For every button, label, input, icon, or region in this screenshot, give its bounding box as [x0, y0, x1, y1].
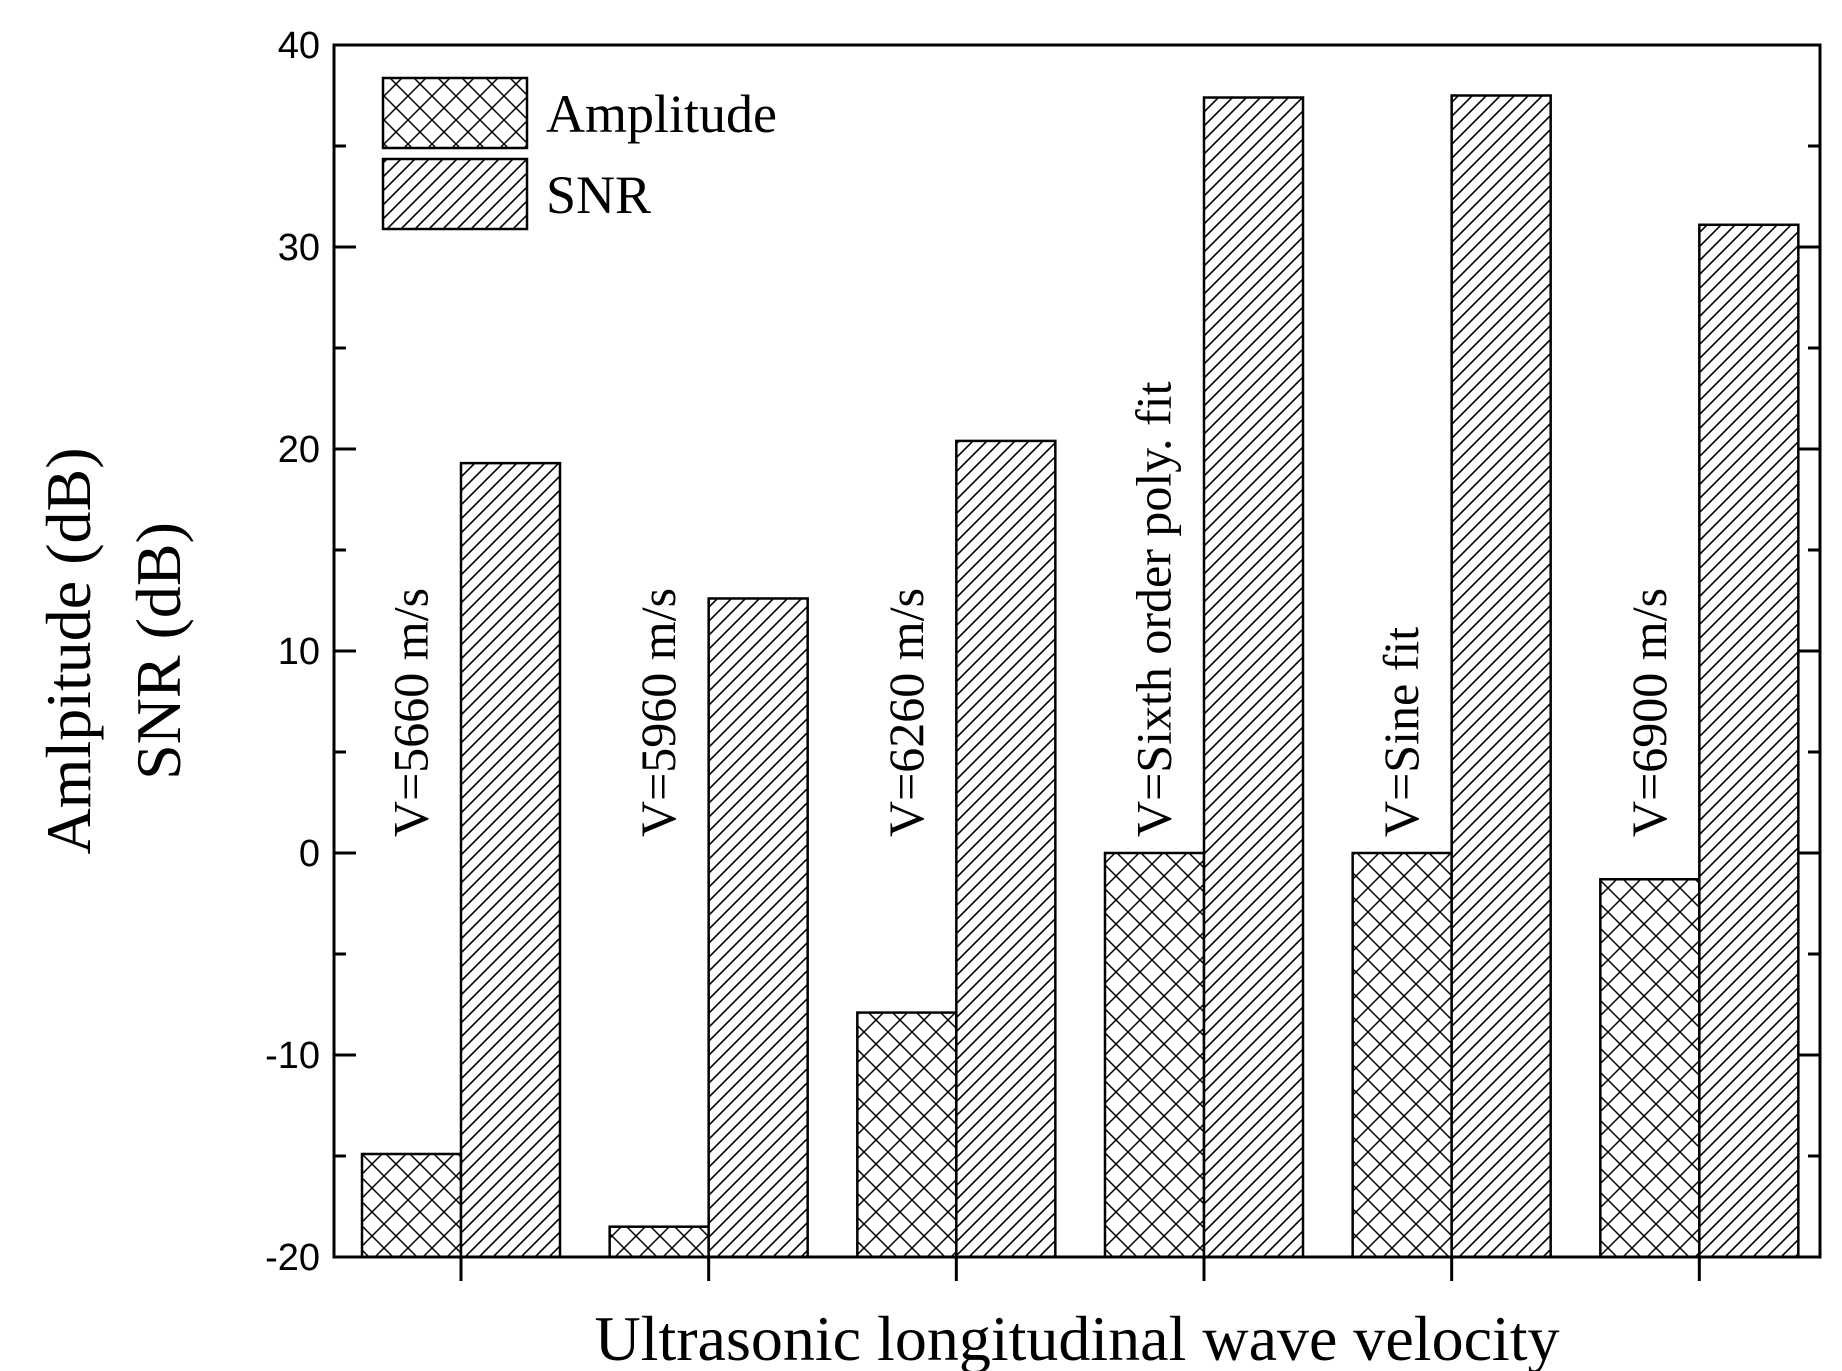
bar-amplitude-3 [856, 1011, 958, 1259]
y-tick-label: 20 [278, 429, 320, 471]
bar-amplitude-6 [1599, 878, 1701, 1259]
y-tick-label: 0 [299, 833, 320, 875]
category-annotations: V=5660 m/s V=5960 m/s V=6260 m/s V=Sixth or… [383, 381, 1677, 837]
bar-snr-5 [1450, 94, 1552, 1259]
x-axis [459, 1257, 1701, 1281]
bar-amplitude-5 [1351, 851, 1453, 1259]
category-label-3: V=6260 m/s [878, 588, 934, 837]
bar-amplitude-2 [608, 1225, 710, 1259]
legend-swatch-amplitude [381, 76, 529, 150]
y-axis: -20 -10 0 10 20 30 40 [265, 25, 1820, 1279]
y-tick-label: 40 [278, 25, 320, 67]
category-label-5: V=Sine fit [1373, 627, 1429, 837]
y-axis-title: Amlpitude (dB) SNR (dB) [33, 447, 194, 854]
y-axis-title-line-1: Amlpitude (dB) [33, 447, 104, 854]
legend-label-snr: SNR [546, 165, 651, 225]
legend-swatch-snr [381, 157, 529, 231]
category-label-4: V=Sixth order poly. fit [1126, 381, 1182, 837]
bar-snr-4 [1202, 96, 1305, 1259]
bar-amplitude-1 [360, 1152, 463, 1259]
bar-snr-2 [707, 597, 809, 1259]
legend-label-amplitude: Amplitude [546, 84, 777, 144]
bars-layer [360, 94, 1800, 1259]
bar-amplitude-4 [1103, 851, 1206, 1259]
x-axis-title: Ultrasonic longitudinal wave velocity [594, 1303, 1559, 1371]
legend: Amplitude SNR [381, 76, 777, 231]
category-label-2: V=5960 m/s [630, 588, 686, 837]
y-tick-label: -20 [265, 1237, 320, 1279]
y-tick-label: 10 [278, 631, 320, 673]
y-axis-title-line-2: SNR (dB) [123, 522, 194, 780]
y-tick-label: 30 [278, 227, 320, 269]
bar-snr-3 [955, 439, 1057, 1259]
category-label-1: V=5660 m/s [383, 588, 439, 837]
category-label-6: V=6900 m/s [1621, 588, 1677, 837]
bar-snr-1 [459, 461, 562, 1259]
y-tick-label: -10 [265, 1035, 320, 1077]
bar-snr-6 [1698, 223, 1800, 1259]
